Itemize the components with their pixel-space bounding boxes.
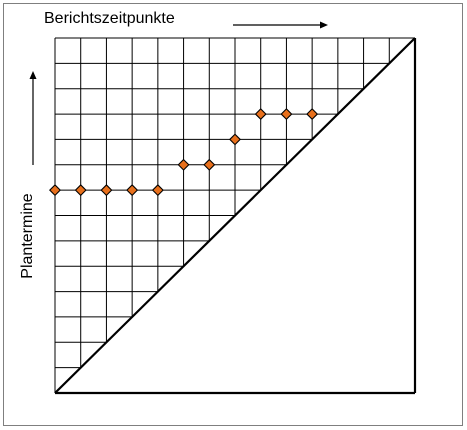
milestone-marker (126, 184, 139, 197)
milestone-marker (177, 158, 190, 171)
milestone-markers (49, 108, 319, 197)
milestone-marker (229, 133, 241, 146)
figure-frame (3, 3, 463, 426)
axis-arrows (29, 21, 328, 165)
milestone-marker (306, 108, 319, 121)
milestone-marker (74, 184, 87, 197)
diagonal-line (54, 37, 416, 394)
milestone-marker (151, 184, 164, 197)
milestone-marker (49, 184, 61, 197)
grid (54, 37, 415, 393)
triangle-region (54, 37, 417, 395)
milestone-marker (203, 158, 216, 171)
x-axis-arrow-icon (320, 21, 328, 29)
milestone-marker (280, 108, 293, 121)
y-axis-arrow-icon (29, 71, 37, 79)
x-axis-title: Berichtszeitpunkte (44, 10, 175, 27)
milestone-marker (100, 184, 113, 197)
milestone-marker (254, 108, 267, 121)
